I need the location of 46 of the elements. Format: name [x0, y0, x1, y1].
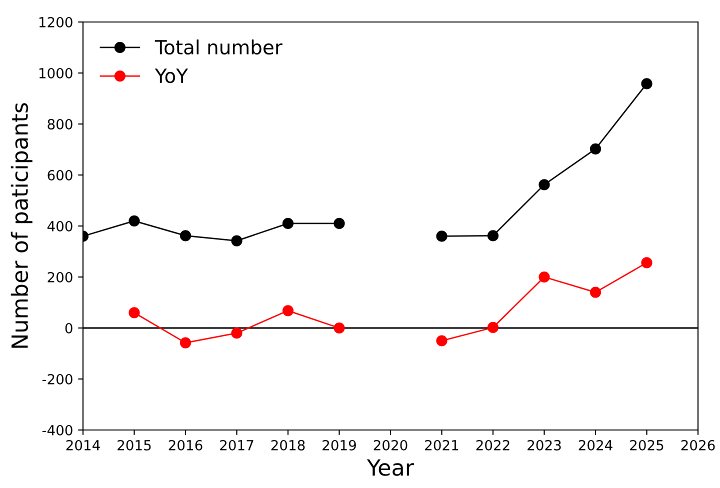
point	[128, 215, 140, 226]
x-tick-label: 2014	[66, 440, 100, 450]
x-tick-label: 2019	[322, 440, 356, 450]
point	[590, 286, 602, 298]
y-tick-label: 800	[48, 118, 72, 130]
point	[231, 328, 242, 339]
point	[641, 78, 652, 90]
point	[128, 307, 140, 318]
point	[231, 235, 242, 246]
x-tick-label: 2023	[528, 440, 561, 450]
point	[334, 322, 345, 334]
point	[436, 230, 448, 242]
y-tick-label: 400	[47, 220, 72, 232]
x-axis-title: Year	[366, 459, 414, 476]
point	[180, 230, 192, 242]
x-tick-label: 2020	[374, 440, 408, 450]
point	[282, 218, 294, 230]
y-tick-label: 0	[65, 322, 72, 334]
point	[590, 143, 602, 155]
point	[436, 335, 448, 346]
x-tick-label: 2017	[220, 440, 254, 450]
point	[282, 305, 294, 316]
x-tick-label: 2025	[630, 440, 664, 450]
x-tick-label: 2016	[168, 440, 202, 450]
y-tick-label: -400	[42, 424, 72, 436]
x-tick-label: 2021	[425, 440, 458, 450]
point	[641, 257, 652, 268]
legend-label: Total number	[154, 40, 282, 55]
point	[180, 337, 192, 348]
x-tick-label: 2024	[578, 440, 612, 450]
point	[487, 322, 499, 334]
x-tick-label: 2018	[271, 440, 305, 450]
point	[538, 179, 550, 190]
y-tick-label: 1000	[39, 68, 72, 78]
y-tick-label: 1200	[39, 16, 72, 28]
x-tick-label: 2015	[118, 440, 151, 450]
y-tick-label: 200	[48, 272, 72, 282]
legend-label: YoY	[154, 68, 188, 84]
y-tick-label: -200	[42, 374, 72, 384]
point	[487, 230, 499, 242]
x-tick-label: 2022	[476, 440, 510, 450]
point	[538, 271, 550, 283]
y-tick-label: 600	[48, 170, 72, 180]
x-tick-label: 2026	[681, 440, 715, 450]
y-axis-title: Number of paticipants	[10, 103, 32, 348]
point	[334, 218, 345, 230]
